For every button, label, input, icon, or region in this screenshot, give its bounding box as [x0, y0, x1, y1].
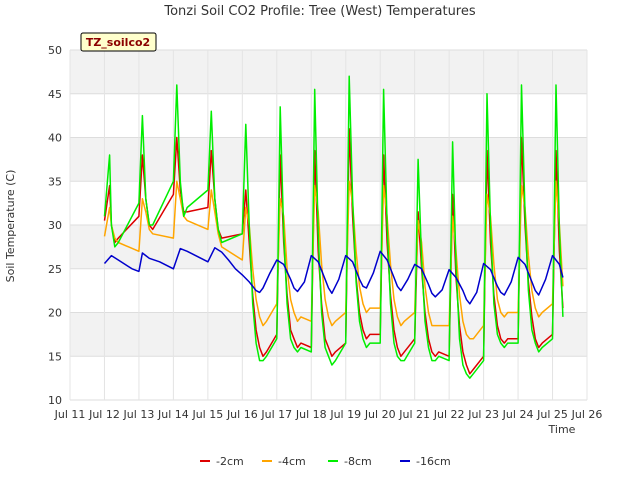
- x-axis-label: Time: [548, 423, 576, 436]
- series-line-8cm: [103, 75, 564, 379]
- x-tick-label: Jul 18: [295, 408, 327, 421]
- x-tick-label: Jul 20: [364, 408, 396, 421]
- legend-label: -2cm: [216, 455, 244, 468]
- plot-band: [70, 268, 587, 313]
- annotation-label: TZ_soilco2: [86, 36, 150, 49]
- plot-band: [70, 137, 587, 182]
- legend-label: -16cm: [416, 455, 451, 468]
- y-tick-label: 50: [48, 44, 62, 57]
- legend-label: -4cm: [278, 455, 306, 468]
- plot-background: [70, 50, 587, 400]
- x-tick-label: Jul 16: [226, 408, 258, 421]
- y-tick-label: 45: [48, 88, 62, 101]
- annotation-box: TZ_soilco2: [80, 32, 157, 52]
- y-axis: 10 15 20 25 30 35 40 45 50: [48, 44, 62, 407]
- x-tick-label: Jul 11: [54, 408, 86, 421]
- x-tick-label: Jul 13: [123, 408, 155, 421]
- y-tick-label: 15: [48, 350, 62, 363]
- y-axis-label: Soil Temperature (C): [4, 170, 17, 283]
- x-tick-label: Jul 12: [88, 408, 120, 421]
- x-tick-label: Jul 19: [329, 408, 361, 421]
- y-tick-label: 10: [48, 394, 62, 407]
- legend-label: -8cm: [344, 455, 372, 468]
- x-tick-label: Jul 17: [260, 408, 292, 421]
- plot-band: [70, 50, 587, 94]
- x-tick-label: Jul 22: [433, 408, 465, 421]
- plot-band: [70, 93, 587, 138]
- legend-item: -2cm: [200, 455, 244, 468]
- legend-item: -16cm: [400, 455, 451, 468]
- legend-item: -8cm: [328, 455, 372, 468]
- x-tick-label: Jul 25: [536, 408, 568, 421]
- series-group: [103, 75, 564, 379]
- x-tick-label: Jul 21: [398, 408, 430, 421]
- y-tick-label: 20: [48, 307, 62, 320]
- x-tick-label: Jul 15: [191, 408, 223, 421]
- x-tick-label: Jul 23: [467, 408, 499, 421]
- y-tick-label: 40: [48, 132, 62, 145]
- y-tick-label: 35: [48, 175, 62, 188]
- series-line-4cm: [103, 180, 564, 340]
- annotation-box-frame: [80, 32, 157, 52]
- x-axis: Jul 11 Jul 12 Jul 13 Jul 14 Jul 15 Jul 16 Jul …: [54, 408, 603, 421]
- series-line-16cm: [103, 247, 564, 305]
- x-tick-label: Jul 26: [571, 408, 603, 421]
- y-tick-label: 30: [48, 219, 62, 232]
- x-tick-label: Jul 24: [502, 408, 534, 421]
- legend: -2cm -4cm -8cm -16cm: [200, 455, 451, 468]
- plot-band: [70, 225, 587, 269]
- x-tick-label: Jul 14: [157, 408, 189, 421]
- plot-band: [70, 356, 587, 400]
- y-tick-label: 25: [48, 263, 62, 276]
- chart-title: Tonzi Soil CO2 Profile: Tree (West) Temp…: [163, 4, 476, 19]
- plot-band: [70, 312, 587, 357]
- legend-item: -4cm: [262, 455, 306, 468]
